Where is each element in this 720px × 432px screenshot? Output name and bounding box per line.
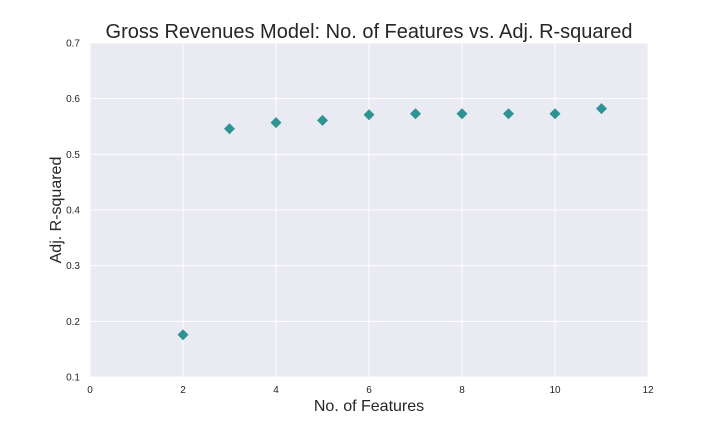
- data-point: [410, 108, 421, 120]
- y-tick-label: 0.4: [66, 206, 80, 217]
- y-tick-label: 0.7: [66, 39, 80, 50]
- data-point: [363, 109, 375, 121]
- chart-title: Gross Revenues Model: No. of Features vs…: [106, 21, 633, 43]
- grid-lines: [89, 42, 649, 378]
- y-axis-label: Adj. R-squared: [48, 157, 65, 264]
- data-point: [549, 108, 561, 120]
- x-axis-label: No. of Features: [314, 398, 424, 415]
- x-tick-label: 12: [642, 385, 654, 396]
- x-tick-label: 0: [87, 385, 93, 396]
- data-points: [177, 103, 607, 341]
- data-point: [317, 114, 328, 126]
- data-point: [270, 117, 282, 129]
- y-tick-label: 0.1: [66, 373, 80, 384]
- y-tick-label: 0.3: [66, 261, 80, 272]
- data-point: [224, 123, 235, 135]
- x-tick-label: 8: [459, 385, 465, 396]
- x-tick-label: 10: [549, 385, 561, 396]
- y-tick-label: 0.5: [66, 150, 80, 161]
- data-point: [596, 103, 607, 115]
- y-tick-label: 0.6: [66, 94, 80, 105]
- data-point: [503, 108, 514, 120]
- data-point: [177, 329, 189, 341]
- y-tick-labels: 0.1 0.2 0.3 0.4 0.5 0.6 0.7: [66, 39, 80, 384]
- x-tick-label: 6: [366, 385, 372, 396]
- x-tick-labels: 0 2 4 6 8 10 12: [87, 385, 654, 396]
- data-point: [456, 108, 468, 120]
- y-tick-label: 0.2: [66, 317, 80, 328]
- x-tick-label: 4: [273, 385, 279, 396]
- x-tick-label: 2: [180, 385, 186, 396]
